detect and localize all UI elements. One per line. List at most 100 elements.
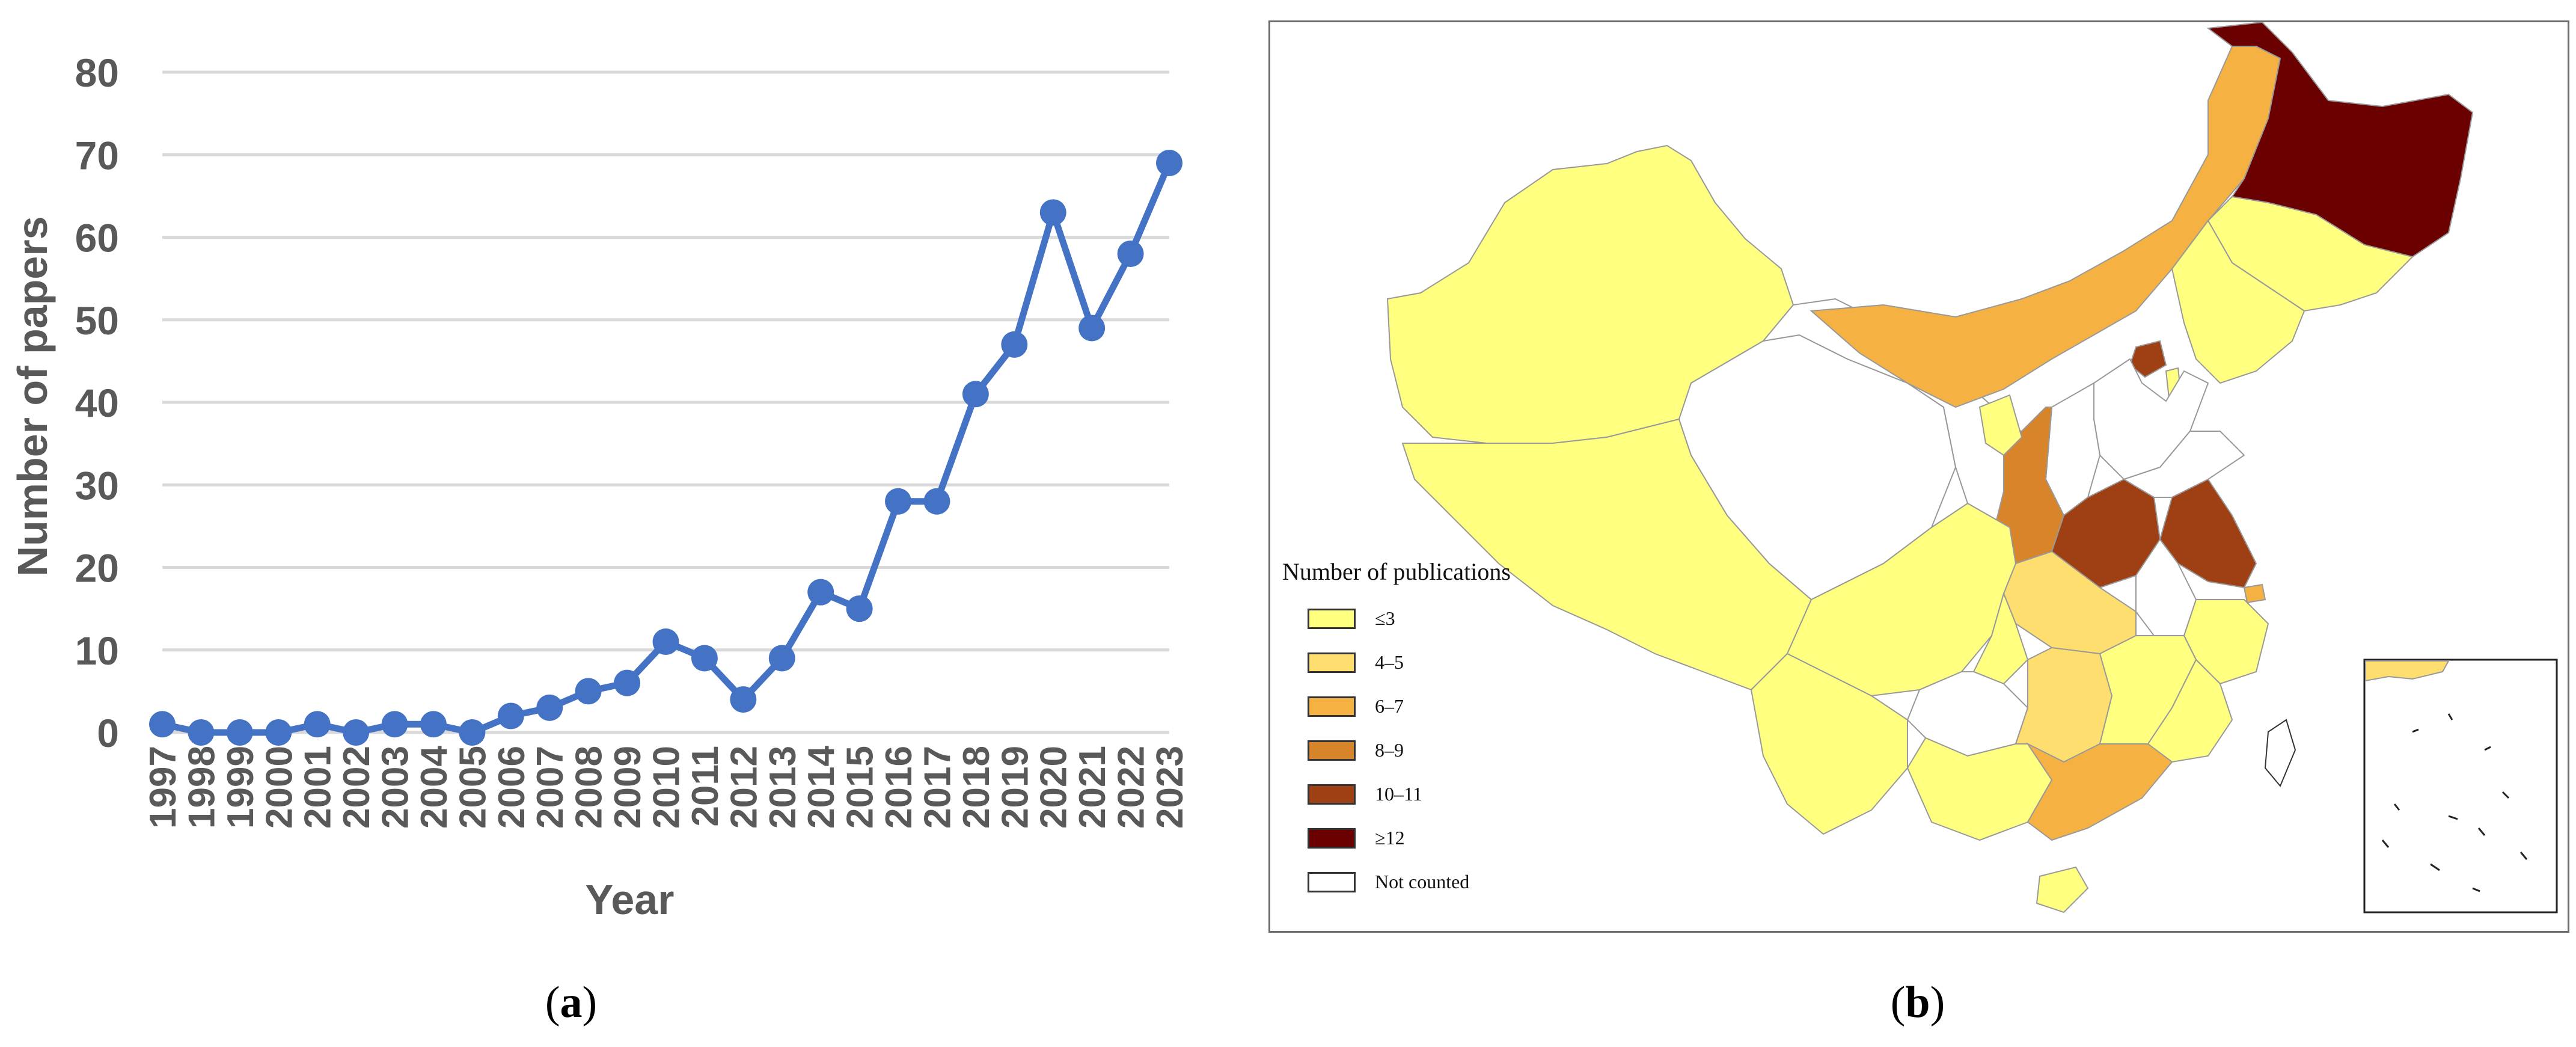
data-point [652, 628, 679, 656]
data-point [149, 711, 176, 738]
data-point [768, 645, 795, 672]
china-map [1386, 22, 2558, 913]
legend-label: 4–5 [1375, 651, 1404, 673]
y-axis-title: Number of papers [9, 216, 56, 577]
x-tick-label: 1997 [142, 746, 184, 829]
x-tick-label: 2002 [336, 746, 378, 829]
data-point [265, 719, 292, 746]
x-tick-label: 2016 [878, 746, 920, 829]
y-tick-label: 30 [75, 463, 119, 508]
x-tick-label: 2015 [840, 746, 881, 829]
region-shandong [2122, 431, 2245, 498]
x-tick-label: 1999 [220, 746, 262, 829]
data-point [1039, 199, 1066, 226]
legend-label: Not counted [1375, 871, 1470, 892]
region-hainan [2036, 866, 2089, 913]
x-tick-label: 1998 [181, 746, 222, 829]
x-tick-label: 2022 [1111, 746, 1152, 829]
panel-b: Number of publications ≤3 4–5 6–7 8–9 10–11 ≥… [1250, 0, 2576, 1044]
region-yunnan [1750, 652, 1908, 835]
data-point [497, 702, 524, 729]
legend-swatch [1308, 872, 1356, 892]
x-tick-label: 2000 [259, 746, 300, 829]
data-point [575, 678, 602, 705]
x-tick-label: 2010 [646, 746, 688, 829]
region-liaoning [2171, 220, 2305, 384]
region-guangxi [1906, 737, 2053, 841]
caption-a: (a) [545, 978, 598, 1027]
legend-swatch [1308, 652, 1356, 673]
data-point [614, 669, 641, 696]
inset-islands [2381, 713, 2528, 892]
x-tick-label: 2023 [1149, 746, 1191, 829]
x-tick-label: 2017 [917, 746, 958, 829]
data-point [1117, 240, 1144, 267]
region-ningxia [1978, 394, 2023, 456]
data-point [962, 381, 989, 408]
data-point [730, 686, 757, 713]
data-point [691, 645, 718, 672]
map-frame: Number of publications ≤3 4–5 6–7 8–9 10–11 ≥… [1268, 20, 2569, 933]
legend-swatch [1308, 828, 1356, 849]
data-point [343, 719, 370, 746]
data-point [923, 488, 950, 515]
legend-label: 8–9 [1375, 739, 1404, 761]
data-point [1001, 331, 1028, 358]
data-point [381, 711, 408, 738]
legend-swatch [1308, 784, 1356, 805]
x-tick-label: 2020 [1033, 746, 1075, 829]
legend-label: 6–7 [1375, 695, 1404, 717]
panel-a: 0 10 20 30 40 50 60 70 80 1997 1998 1999 2000 2001 200… [0, 0, 1220, 1044]
data-point [459, 719, 486, 746]
x-tick-label: 2006 [491, 746, 533, 829]
region-shanghai [2243, 583, 2266, 604]
legend-label: ≤3 [1375, 607, 1395, 629]
legend-title: Number of publications [1282, 558, 1511, 585]
x-tick-label: 2021 [1072, 746, 1113, 829]
y-tick-label: 20 [75, 546, 119, 591]
data-point [1156, 149, 1182, 176]
data-point [885, 488, 912, 515]
inset-coast [2365, 660, 2450, 682]
legend-label: ≥12 [1375, 827, 1405, 849]
x-axis-title: Year [586, 876, 675, 923]
x-tick-label: 2004 [414, 745, 455, 828]
legend-label: 10–11 [1375, 783, 1422, 805]
x-tick-label: 2013 [762, 746, 804, 829]
x-tick-label: 2001 [298, 746, 339, 829]
y-tick-label: 10 [75, 628, 119, 673]
south-china-sea-inset [2363, 659, 2558, 913]
data-point [304, 711, 331, 738]
legend-swatch [1308, 740, 1356, 761]
x-tick-label: 2008 [569, 746, 610, 829]
x-tick-label: 2014 [801, 745, 842, 828]
data-point [807, 579, 834, 606]
data-point [188, 719, 215, 746]
x-tick-label: 2011 [685, 746, 726, 827]
region-guangdong [2026, 742, 2173, 841]
x-tick-label: 2009 [607, 746, 649, 829]
legend-swatch [1308, 696, 1356, 717]
x-tick-label: 2012 [723, 746, 765, 829]
caption-b: (b) [1890, 978, 1945, 1027]
x-tick-label: 2019 [994, 746, 1036, 829]
region-jiangsu [2159, 478, 2257, 589]
x-tick-label: 2018 [956, 746, 997, 829]
x-tick-label: 2003 [375, 746, 417, 829]
y-tick-label: 50 [75, 298, 119, 343]
y-tick-label: 0 [97, 711, 119, 755]
legend-swatch [1308, 609, 1356, 629]
data-point [1078, 315, 1106, 342]
data-point [226, 719, 253, 746]
x-tick-label: 2005 [452, 746, 494, 829]
line-chart: 0102030405060708019971998199920002001200… [9, 51, 1191, 923]
y-tick-label: 80 [75, 51, 119, 95]
region-taiwan [2264, 719, 2296, 787]
region-fujian [2147, 659, 2233, 763]
y-tick-label: 60 [75, 216, 119, 260]
x-tick-label: 2007 [530, 746, 571, 829]
region-xinjiang [1386, 144, 1794, 444]
data-point [536, 694, 563, 721]
data-point [846, 595, 873, 622]
y-tick-label: 40 [75, 381, 119, 425]
